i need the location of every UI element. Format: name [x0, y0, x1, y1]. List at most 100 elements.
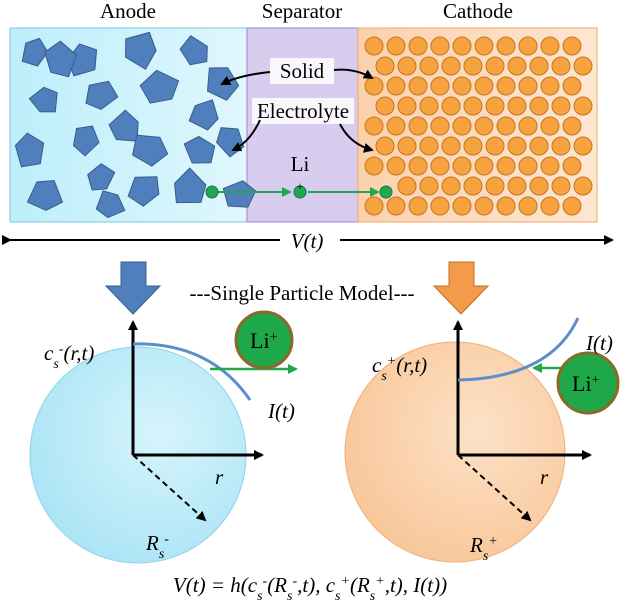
- cathode-grain: [530, 177, 548, 195]
- separator-label: Separator: [262, 0, 342, 23]
- text-part: -: [164, 532, 169, 547]
- cathode-grain: [453, 77, 471, 95]
- text-part: s: [287, 589, 293, 604]
- text-part: s: [335, 589, 341, 604]
- cathode-grain: [519, 197, 537, 215]
- cathode-grain: [508, 177, 526, 195]
- axis-label: r: [540, 465, 549, 489]
- text-part: R: [469, 533, 483, 557]
- cathode-grain: [574, 57, 592, 75]
- anode-label: Anode: [100, 0, 156, 23]
- cathode-grain: [431, 117, 449, 135]
- text-part: +: [375, 574, 384, 589]
- cathode-grain: [486, 57, 504, 75]
- cathode-grain: [497, 77, 515, 95]
- cathode-grain: [365, 117, 383, 135]
- cathode-grain: [431, 157, 449, 175]
- cathode-grain: [574, 97, 592, 115]
- cathode-grain: [376, 137, 394, 155]
- cathode-grain: [376, 57, 394, 75]
- cathode-grain: [387, 77, 405, 95]
- cathode-grain: [541, 37, 559, 55]
- text-part: (R: [350, 573, 370, 597]
- cathode-grain: [486, 137, 504, 155]
- text-part: (r,t): [396, 353, 427, 377]
- cathode-grain: [552, 57, 570, 75]
- li-label: Li: [291, 152, 310, 176]
- cathode-grain: [541, 117, 559, 135]
- equation: V(t) = h(cs-(Rs-,t), cs+(Rs+,t), I(t)): [173, 573, 447, 604]
- cathode-grain: [519, 157, 537, 175]
- cathode-grain: [475, 197, 493, 215]
- text-part: +: [341, 574, 350, 589]
- cathode-grain: [365, 197, 383, 215]
- cathode-grain: [530, 57, 548, 75]
- cathode-grain: [398, 57, 416, 75]
- cathode-grain: [530, 137, 548, 155]
- cathode-grain: [420, 57, 438, 75]
- cathode-grain: [420, 97, 438, 115]
- text-part: Li: [572, 371, 592, 396]
- solid-label: Solid: [280, 59, 325, 83]
- cathode-grain: [442, 97, 460, 115]
- cathode-grain: [497, 37, 515, 55]
- electrolyte-label: Electrolyte: [257, 99, 349, 123]
- text-part: ,t), c: [297, 573, 336, 597]
- cathode-grain: [442, 177, 460, 195]
- text-part: Li: [250, 328, 270, 353]
- cathode-grain: [431, 197, 449, 215]
- li-ion: [206, 186, 218, 198]
- cathode-grain: [552, 177, 570, 195]
- cathode-grain: [497, 117, 515, 135]
- cathode-grain: [519, 77, 537, 95]
- cathode-grain: [563, 77, 581, 95]
- cathode-grain: [486, 97, 504, 115]
- cathode-grain: [365, 77, 383, 95]
- cathode-grain: [398, 177, 416, 195]
- text-part: s: [159, 547, 165, 562]
- cathode-grain: [574, 137, 592, 155]
- cathode-grain: [475, 77, 493, 95]
- cathode-grain: [387, 157, 405, 175]
- cathode-label: Cathode: [443, 0, 513, 23]
- cathode-grain: [508, 137, 526, 155]
- cathode-grain: [486, 177, 504, 195]
- text-part: R: [145, 531, 159, 555]
- voltage-label: V(t): [291, 229, 324, 253]
- cathode-grain: [563, 117, 581, 135]
- cathode-grain: [563, 37, 581, 55]
- text-part: (R: [267, 573, 287, 597]
- cathode-grain: [497, 157, 515, 175]
- cathode-grain: [464, 57, 482, 75]
- text-part: +: [592, 373, 600, 388]
- cathode-grain: [398, 97, 416, 115]
- cathode-grain: [541, 77, 559, 95]
- cathode-grain: [464, 177, 482, 195]
- cathode-grain: [541, 197, 559, 215]
- cathode-grain: [541, 157, 559, 175]
- model-label: ---Single Particle Model---: [189, 281, 414, 305]
- cathode-grain: [453, 117, 471, 135]
- cathode-grain: [365, 157, 383, 175]
- cathode-grain: [431, 37, 449, 55]
- current-label: I(t): [585, 331, 613, 355]
- diagram: Anode Separator Cathode Solid Electrolyt…: [0, 0, 621, 604]
- cathode-grain: [464, 97, 482, 115]
- cathode-grain: [574, 177, 592, 195]
- cathode-grain: [376, 97, 394, 115]
- cathode-grain: [398, 137, 416, 155]
- cathode-grain: [387, 117, 405, 135]
- cathode-grain: [552, 137, 570, 155]
- cathode-grain: [519, 37, 537, 55]
- li-ion: [380, 186, 392, 198]
- li-charge: +: [297, 179, 304, 193]
- cathode-grain: [464, 137, 482, 155]
- cathode-grain: [508, 57, 526, 75]
- axis-label: r: [215, 465, 224, 489]
- cathode-grain: [409, 37, 427, 55]
- cathode-grain: [475, 157, 493, 175]
- cathode-grain: [387, 197, 405, 215]
- cathode-grain: [387, 37, 405, 55]
- cathode-grain: [475, 117, 493, 135]
- text-part: +: [387, 354, 396, 369]
